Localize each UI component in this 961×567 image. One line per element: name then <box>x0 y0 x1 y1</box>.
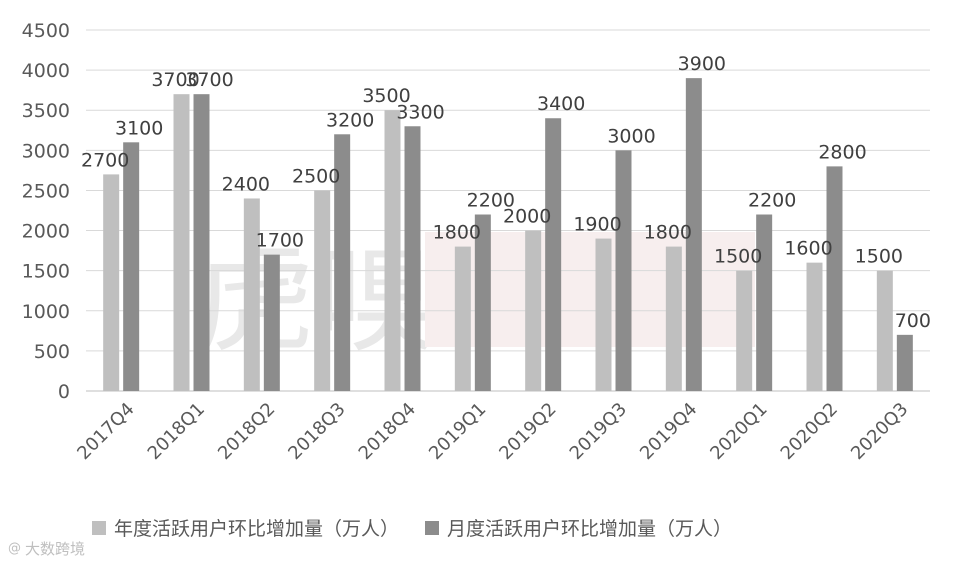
x-tick-label: 2019Q1 <box>425 399 490 464</box>
y-tick-label: 4000 <box>22 60 70 82</box>
bar-monthly <box>545 118 562 391</box>
data-label: 3000 <box>607 125 655 147</box>
data-label: 2400 <box>222 173 270 195</box>
x-tick-label: 2020Q2 <box>777 399 842 464</box>
bar-annual <box>876 270 893 391</box>
bar-annual <box>665 246 682 391</box>
legend-label-annual: 年度活跃用户环比增加量（万人） <box>114 518 400 540</box>
data-label: 3200 <box>326 109 374 131</box>
gridlines <box>86 29 930 392</box>
legend-item-monthly: 月度活跃用户环比增加量（万人） <box>425 514 732 541</box>
data-label: 1500 <box>855 246 903 268</box>
bar-annual <box>384 110 401 391</box>
data-label: 2200 <box>467 190 515 212</box>
bar-annual <box>103 174 120 391</box>
y-tick-label: 2500 <box>22 180 70 202</box>
x-tick-label: 2019Q4 <box>636 399 701 464</box>
x-tick-label: 2018Q2 <box>214 399 279 464</box>
data-label: 1500 <box>714 246 762 268</box>
data-label: 2200 <box>748 190 796 212</box>
bar-monthly <box>685 78 702 391</box>
bar-monthly <box>404 126 421 392</box>
data-label: 2800 <box>818 141 866 163</box>
data-label: 1900 <box>573 214 621 236</box>
x-tick-label: 2019Q3 <box>566 399 631 464</box>
x-tick-label: 2018Q3 <box>284 399 349 464</box>
bar-monthly <box>756 214 773 391</box>
bar-annual <box>595 238 612 391</box>
data-label: 2500 <box>292 165 340 187</box>
x-tick-label: 2020Q3 <box>847 399 912 464</box>
y-tick-label: 4500 <box>22 20 70 42</box>
bars <box>103 78 913 392</box>
y-tick-label: 500 <box>34 341 70 363</box>
data-label: 1700 <box>256 230 304 252</box>
data-label: 3500 <box>362 85 410 107</box>
x-tick-label: 2020Q1 <box>706 399 771 464</box>
x-axis: 2017Q4 2018Q1 2018Q2 2018Q3 2018Q4 2019Q1 2019… <box>73 399 912 464</box>
watermark-logo-block <box>425 232 755 347</box>
x-tick-label: 2017Q4 <box>73 399 138 464</box>
data-label: 3700 <box>151 69 199 91</box>
bar-monthly <box>193 94 210 391</box>
legend-swatch-annual <box>92 520 106 535</box>
bar-monthly <box>615 150 632 391</box>
x-tick-label: 2018Q1 <box>144 399 209 464</box>
x-tick-label: 2019Q2 <box>495 399 560 464</box>
legend-item-annual: 年度活跃用户环比增加量（万人） <box>92 514 399 541</box>
bar-annual <box>454 246 471 391</box>
data-label: 1800 <box>644 222 692 244</box>
legend-label-monthly: 月度活跃用户环比增加量（万人） <box>447 518 733 540</box>
y-axis: 0 500 1000 1500 2000 2500 3000 3500 4000 4500 <box>22 20 70 403</box>
bar-monthly <box>334 134 351 392</box>
legend: 年度活跃用户环比增加量（万人） 月度活跃用户环比增加量（万人） <box>92 514 758 541</box>
bar-monthly <box>474 214 491 391</box>
data-label: 3900 <box>678 53 726 75</box>
y-tick-label: 3500 <box>22 100 70 122</box>
bar-annual <box>525 230 542 391</box>
y-tick-label: 1000 <box>22 301 70 323</box>
corner-watermark: @ 大数跨境 <box>8 538 85 559</box>
data-label: 700 <box>895 310 931 332</box>
bar-annual <box>314 190 331 391</box>
bar-annual <box>806 262 823 391</box>
bar-annual <box>243 198 260 391</box>
bar-monthly <box>896 334 913 391</box>
corner-watermark-text: 大数跨境 <box>25 540 86 558</box>
data-label: 3300 <box>396 101 444 123</box>
bar-monthly <box>263 254 280 391</box>
bar-monthly <box>123 142 140 391</box>
y-tick-label: 0 <box>58 381 70 403</box>
x-tick-label: 2018Q4 <box>355 399 420 464</box>
y-tick-label: 2000 <box>22 221 70 243</box>
data-label: 3100 <box>115 117 163 139</box>
data-label: 3700 <box>185 69 233 91</box>
bar-annual <box>173 94 190 391</box>
legend-swatch-monthly <box>425 520 440 535</box>
y-tick-label: 3000 <box>22 140 70 162</box>
weibo-logo-icon: @ <box>8 541 21 556</box>
data-label: 3400 <box>537 93 585 115</box>
data-label: 2700 <box>81 149 129 171</box>
data-label: 2000 <box>503 206 551 228</box>
y-tick-label: 1500 <box>22 261 70 283</box>
bar-annual <box>736 270 753 391</box>
data-label: 1800 <box>433 222 481 244</box>
data-label: 1600 <box>784 238 832 260</box>
bar-monthly <box>826 166 843 391</box>
